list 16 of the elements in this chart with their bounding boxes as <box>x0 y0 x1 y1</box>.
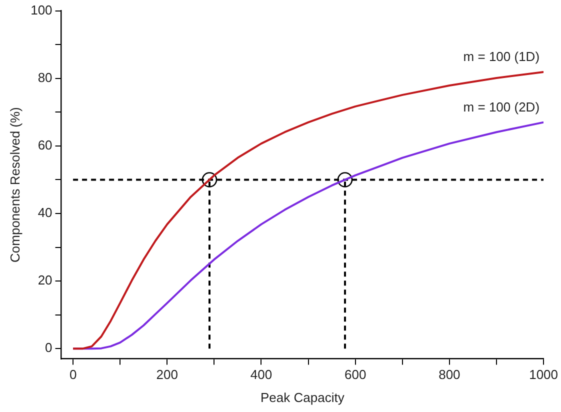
y-tick-label: 0 <box>45 340 52 356</box>
series-label: m = 100 (2D) <box>463 99 540 114</box>
x-tick-label: 400 <box>250 367 272 382</box>
x-tick-label: 200 <box>156 367 178 382</box>
y-tick-label: 80 <box>38 70 52 85</box>
x-tick-label: 1000 <box>529 367 558 382</box>
x-axis-title: Peak Capacity <box>260 390 345 405</box>
y-tick-label: 20 <box>38 272 52 288</box>
y-tick-label: 100 <box>30 2 52 18</box>
y-axis-title: Components Resolved (%) <box>7 107 22 262</box>
x-tick-label: 800 <box>438 367 460 382</box>
y-tick-label: 60 <box>38 138 52 153</box>
x-tick-label: 0 <box>69 367 77 382</box>
x-tick-label: 600 <box>344 367 366 382</box>
series-label: m = 100 (1D) <box>463 49 540 64</box>
y-tick-label: 40 <box>38 205 52 220</box>
